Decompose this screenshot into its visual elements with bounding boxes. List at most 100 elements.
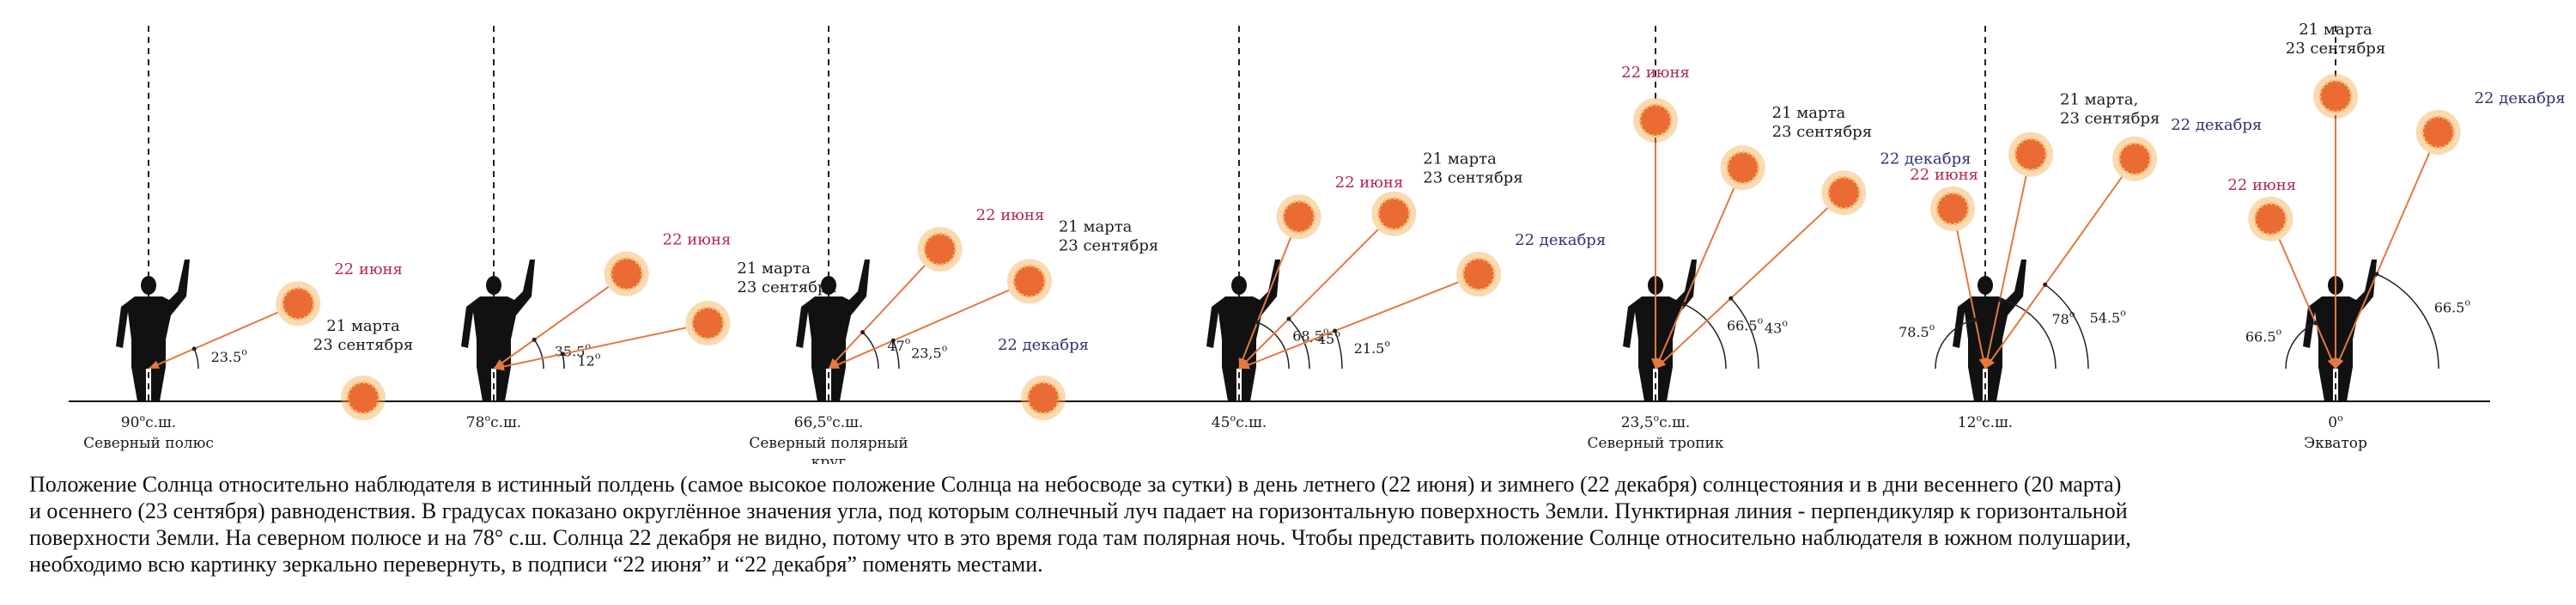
sun-icon bbox=[2246, 195, 2294, 243]
sun-date-label: 21 марта bbox=[1772, 104, 1846, 122]
sun-date-label: 23 сентября bbox=[1423, 169, 1522, 187]
angle-arc-tip bbox=[1333, 328, 1338, 333]
angle-label: 66.5o bbox=[2245, 327, 2282, 345]
sun-date-label: 21 марта bbox=[1059, 217, 1133, 235]
sun-date-label: 22 декабря bbox=[2171, 116, 2262, 134]
sun-date-label: 23 сентября bbox=[737, 278, 836, 296]
observer-silhouette-icon bbox=[1206, 260, 1280, 401]
angle-label: 68,5o bbox=[1292, 326, 1329, 345]
angle-arc-tip bbox=[2043, 282, 2048, 287]
angle-arc bbox=[2044, 284, 2089, 370]
angle-arc-tip bbox=[1997, 297, 2002, 302]
sun-icon bbox=[916, 225, 964, 273]
caption-line-1: Положение Солнца относительно наблюдател… bbox=[29, 472, 2122, 497]
angle-arc bbox=[1683, 303, 1727, 370]
sun-date-label: 23 сентября bbox=[2060, 110, 2160, 128]
angle-label: 54.5o bbox=[2090, 307, 2127, 326]
sun-date-label: 22 декабря bbox=[1880, 150, 1971, 168]
angle-label: 12o bbox=[577, 350, 600, 369]
observer-silhouette-icon bbox=[461, 260, 535, 401]
sun-ray bbox=[493, 285, 610, 370]
location-label: Северный полярный bbox=[749, 435, 908, 452]
observer-silhouette-icon bbox=[1953, 260, 2026, 401]
ray-arrowhead bbox=[1239, 360, 1250, 370]
observer-silhouette-icon bbox=[116, 260, 190, 401]
latitude-panel: 23,5oс.ш. Северный тропик 22 июня 66.5o 21 м… bbox=[1588, 26, 1971, 452]
sun-date-label: 22 декабря bbox=[2475, 89, 2566, 107]
angle-arc bbox=[2285, 322, 2317, 370]
sun-icon bbox=[1455, 250, 1503, 298]
angle-label: 78.5o bbox=[1899, 321, 1935, 340]
angle-arc-tip bbox=[2313, 321, 2318, 326]
observer-silhouette-icon bbox=[1623, 260, 1697, 401]
latitude-panel: 90oс.ш. Северный полюс 23.5o 22 июня 21 март… bbox=[83, 26, 413, 452]
sun-icon bbox=[1275, 192, 1323, 241]
sun-icon bbox=[603, 250, 651, 298]
sun-icon bbox=[2415, 108, 2463, 156]
latitude-label: 66,5oс.ш. bbox=[794, 412, 864, 431]
sun-icon bbox=[1019, 374, 1067, 422]
sun-icon bbox=[2007, 131, 2055, 179]
location-label: Экватор bbox=[2304, 435, 2367, 452]
angle-arc-tip bbox=[1255, 320, 1260, 325]
location-label: круг bbox=[811, 454, 847, 464]
location-label: Северный полюс bbox=[83, 435, 214, 452]
sun-date-label: 22 июня bbox=[1335, 174, 1404, 192]
ray-arrowhead bbox=[829, 360, 840, 369]
angle-arc bbox=[1999, 299, 2057, 370]
latitude-label: 12oс.ш. bbox=[1958, 412, 2013, 431]
sun-date-label: 21 марта bbox=[737, 260, 811, 278]
sun-ray bbox=[828, 265, 926, 370]
sun-ray bbox=[1238, 281, 1459, 370]
sun-date-label: 22 июня bbox=[976, 206, 1045, 224]
sun-icon bbox=[2312, 72, 2360, 120]
ray-arrowhead bbox=[149, 360, 160, 369]
sun-date-label: 21 марта bbox=[2299, 21, 2372, 39]
angle-arc-tip bbox=[1728, 296, 1734, 301]
sun-ray bbox=[1956, 230, 1986, 370]
sun-ray bbox=[1655, 207, 1829, 370]
angle-label: 21.5o bbox=[1354, 338, 1391, 357]
sun-date-label: 21 марта bbox=[1423, 150, 1497, 168]
angle-arc-tip bbox=[860, 330, 866, 335]
sun-icon bbox=[1631, 96, 1680, 144]
caption-line-2: и осеннего (23 сентября) равноденствия. … bbox=[29, 498, 2128, 523]
sun-icon bbox=[2111, 135, 2159, 183]
angle-arc bbox=[1730, 297, 1759, 370]
latitude-label: 90oс.ш. bbox=[121, 412, 176, 431]
angle-label: 23.5o bbox=[211, 346, 248, 365]
angle-arc bbox=[193, 348, 199, 370]
observer-silhouette-icon bbox=[2303, 260, 2377, 401]
sun-date-label: 22 июня bbox=[1910, 166, 1978, 184]
location-label: Северный тропик bbox=[1588, 435, 1724, 452]
sun-icon bbox=[1719, 144, 1767, 192]
angle-label: 66.5o bbox=[1727, 315, 1764, 334]
sun-ray bbox=[2278, 239, 2336, 370]
caption: Положение Солнца относительно наблюдател… bbox=[29, 471, 2554, 578]
sun-date-label: 22 июня bbox=[334, 260, 403, 278]
sun-date-label: 21 марта, bbox=[2060, 91, 2138, 109]
angle-label: 43o bbox=[1765, 317, 1788, 336]
angle-arc bbox=[533, 339, 544, 370]
ray-arrowhead bbox=[1985, 358, 1996, 369]
angle-arc-tip bbox=[1681, 302, 1686, 307]
sun-ray bbox=[828, 289, 1010, 370]
angle-arc-tip bbox=[890, 338, 896, 343]
angle-arc bbox=[1288, 318, 1310, 370]
ray-arrowhead bbox=[2336, 358, 2344, 369]
ray-arrowhead bbox=[1656, 358, 1667, 369]
sun-date-label: 22 декабря bbox=[1515, 231, 1606, 249]
sun-ray bbox=[1238, 229, 1379, 370]
sun-date-label: 21 марта bbox=[326, 317, 400, 335]
sun-icon bbox=[1820, 168, 1868, 217]
sun-ray bbox=[1655, 187, 1735, 370]
ray-arrowhead bbox=[1239, 358, 1250, 369]
caption-line-3: поверхности Земли. На северном полюсе и … bbox=[29, 525, 2131, 550]
angle-arc bbox=[1935, 319, 1976, 370]
sun-icon bbox=[1005, 257, 1054, 305]
sun-date-label: 22 июня bbox=[663, 231, 732, 249]
